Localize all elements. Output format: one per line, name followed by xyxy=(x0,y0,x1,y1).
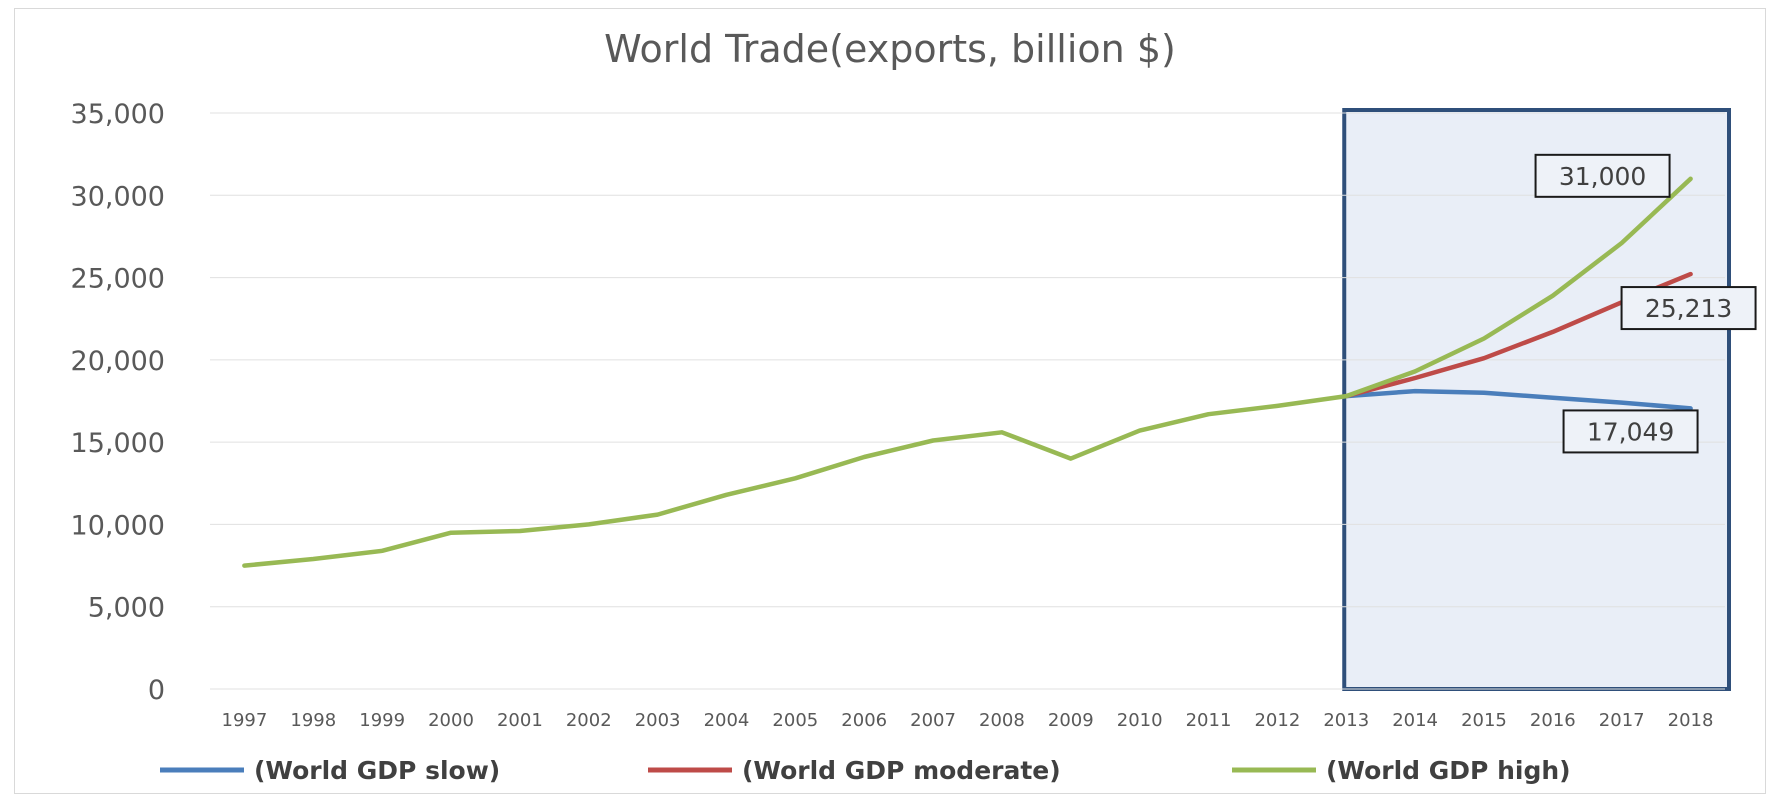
data-label-annotation: 31,000 xyxy=(1534,153,1671,198)
series-line-1 xyxy=(1344,388,1693,411)
data-label-text: 17,049 xyxy=(1587,417,1674,446)
x-tick-label: 1999 xyxy=(359,710,405,731)
data-label-box xyxy=(1620,286,1757,331)
y-tick-label: 10,000 xyxy=(71,510,165,541)
y-tick-label: 0 xyxy=(148,675,165,706)
x-tick-label: 2003 xyxy=(635,710,681,731)
data-label-box xyxy=(1562,409,1699,454)
x-tick-label: 2011 xyxy=(1186,710,1232,731)
data-label-box xyxy=(1534,153,1671,198)
chart-frame xyxy=(14,8,1766,794)
x-tick-label: 2010 xyxy=(1117,710,1163,731)
x-tick-label: 2009 xyxy=(1048,710,1094,731)
legend-label: (World GDP slow) xyxy=(254,756,500,785)
x-tick-label: 2000 xyxy=(428,710,474,731)
x-tick-label: 1997 xyxy=(222,710,268,731)
x-tick-label: 2016 xyxy=(1530,710,1576,731)
legend-entry: (World GDP moderate) xyxy=(648,756,1061,785)
y-tick-label: 35,000 xyxy=(71,99,165,130)
x-tick-label: 2018 xyxy=(1668,710,1714,731)
legend-label: (World GDP high) xyxy=(1326,756,1571,785)
x-tick-label: 2008 xyxy=(979,710,1025,731)
forecast-highlight-box xyxy=(1342,108,1731,691)
data-label-annotation: 25,213 xyxy=(1620,286,1757,331)
y-tick-label: 20,000 xyxy=(71,346,165,377)
legend-entry: (World GDP slow) xyxy=(160,756,500,785)
x-tick-label: 2005 xyxy=(772,710,818,731)
legend-entry: (World GDP high) xyxy=(1232,756,1571,785)
series-line-3 xyxy=(242,176,1693,568)
data-label-text: 31,000 xyxy=(1559,162,1646,191)
x-tick-label: 2015 xyxy=(1461,710,1507,731)
x-tick-label: 2006 xyxy=(841,710,887,731)
y-tick-label: 5,000 xyxy=(88,593,165,624)
legend-label: (World GDP moderate) xyxy=(742,756,1061,785)
x-tick-label: 2017 xyxy=(1599,710,1645,731)
x-tick-label: 2013 xyxy=(1323,710,1369,731)
data-label-text: 25,213 xyxy=(1645,294,1732,323)
x-tick-label: 2012 xyxy=(1254,710,1300,731)
data-label-annotation: 17,049 xyxy=(1562,409,1699,454)
x-tick-label: 2004 xyxy=(704,710,750,731)
y-tick-label: 25,000 xyxy=(71,264,165,295)
chart-title: World Trade(exports, billion $) xyxy=(604,27,1176,71)
x-tick-label: 2002 xyxy=(566,710,612,731)
x-tick-label: 2007 xyxy=(910,710,956,731)
y-tick-label: 15,000 xyxy=(71,428,165,459)
x-tick-label: 2014 xyxy=(1392,710,1438,731)
x-tick-label: 2001 xyxy=(497,710,543,731)
x-tick-label: 1998 xyxy=(290,710,336,731)
y-tick-label: 30,000 xyxy=(71,181,165,212)
